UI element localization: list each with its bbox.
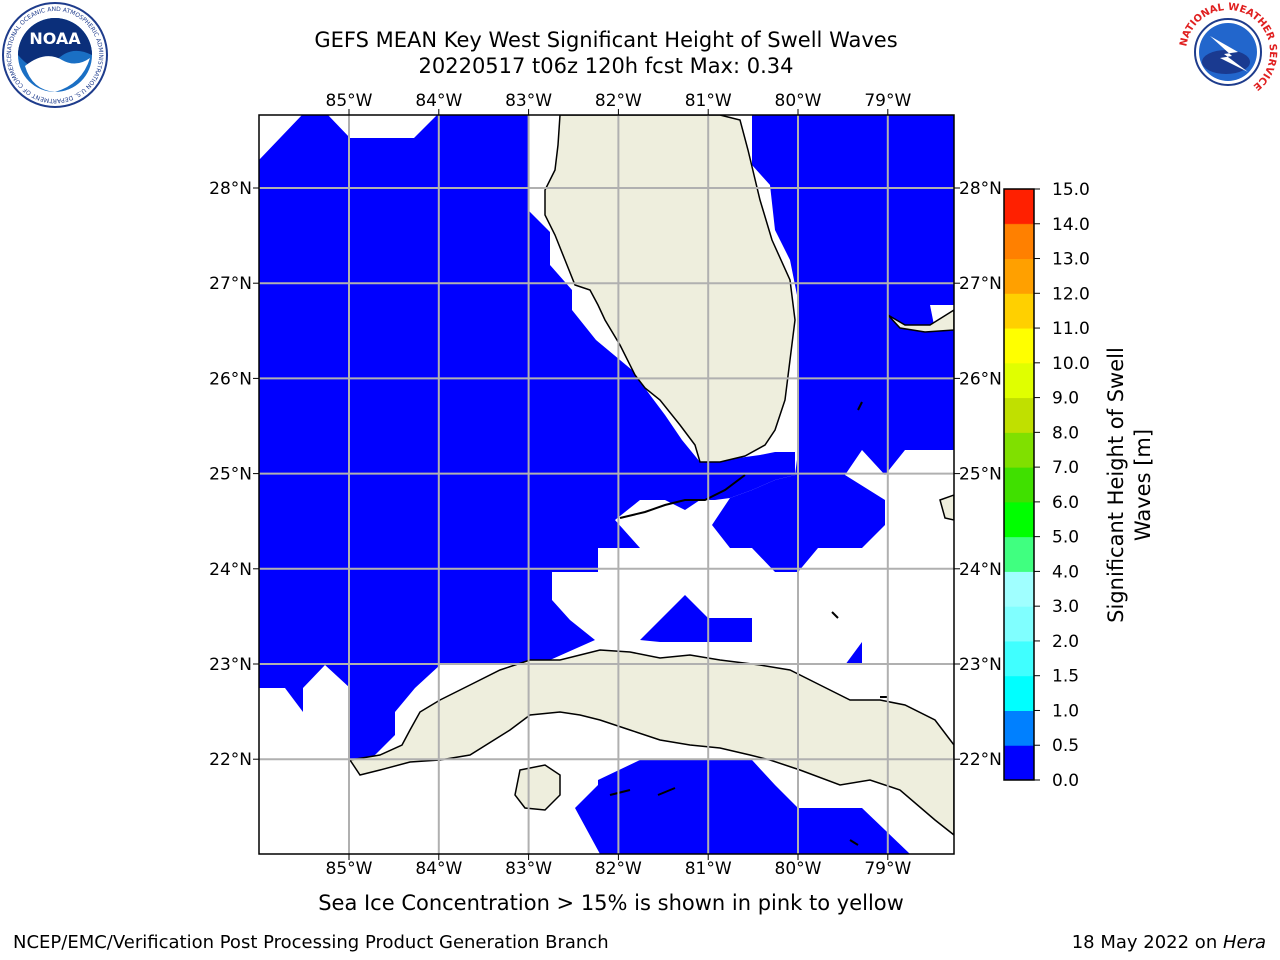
lon-label-top: 85°W bbox=[326, 91, 373, 111]
land bbox=[348, 115, 954, 836]
isle-of-youth bbox=[514, 764, 561, 811]
lon-label-bottom: 80°W bbox=[775, 859, 822, 879]
colorbar-tick-label: 7.0 bbox=[1052, 458, 1079, 478]
map-area bbox=[259, 115, 954, 854]
colorbar-segment bbox=[1004, 710, 1034, 746]
colorbar-segment bbox=[1004, 223, 1034, 260]
colorbar-segment bbox=[1004, 675, 1034, 711]
colorbar-tick-label: 10.0 bbox=[1052, 354, 1090, 374]
colorbar-tick-label: 4.0 bbox=[1052, 562, 1079, 582]
colorbar-segment bbox=[1004, 571, 1034, 607]
colorbar-segment bbox=[1004, 467, 1034, 503]
colorbar-segment bbox=[1004, 328, 1034, 364]
colorbar-segment bbox=[1004, 536, 1034, 572]
colorbar-tick-label: 5.0 bbox=[1052, 528, 1079, 548]
wave-field bbox=[259, 115, 954, 854]
lat-label-right: 23°N bbox=[959, 655, 1002, 675]
lat-label-left: 24°N bbox=[209, 560, 252, 580]
wave-region-bahamas bbox=[845, 642, 862, 665]
colorbar-tick-label: 14.0 bbox=[1052, 215, 1090, 235]
nws-logo-icon: NATIONAL WEATHER SERVICE bbox=[1178, 2, 1278, 102]
lat-label-right: 26°N bbox=[959, 369, 1002, 389]
footer-date-text: 18 May 2022 on bbox=[1071, 932, 1223, 953]
axis-ticks bbox=[253, 109, 960, 860]
lat-label-left: 26°N bbox=[209, 369, 252, 389]
lon-label-bottom: 81°W bbox=[685, 859, 732, 879]
lon-label-bottom: 82°W bbox=[595, 859, 642, 879]
bahamas-grand-bahama bbox=[887, 309, 954, 333]
colorbar-segment bbox=[1004, 362, 1034, 399]
colorbar-segment bbox=[1004, 293, 1034, 329]
colorbar-segment bbox=[1004, 606, 1034, 642]
colorbar-tick-label: 1.0 bbox=[1052, 701, 1079, 721]
lat-label-right: 27°N bbox=[959, 274, 1002, 294]
colorbar-tick-label: 6.0 bbox=[1052, 493, 1079, 513]
lat-label-right: 24°N bbox=[959, 560, 1002, 580]
map-frame bbox=[258, 114, 955, 855]
lon-label-top: 82°W bbox=[595, 91, 642, 111]
lat-label-left: 27°N bbox=[209, 274, 252, 294]
lon-label-top: 81°W bbox=[685, 91, 732, 111]
colorbar-tick-label: 3.0 bbox=[1052, 597, 1079, 617]
lat-label-left: 22°N bbox=[209, 750, 252, 770]
colorbar-tick-label: 15.0 bbox=[1052, 180, 1090, 200]
wave-region-gulf bbox=[259, 115, 795, 760]
colorbar-label-line2: Waves [m] bbox=[1131, 429, 1155, 541]
footer-credit: NCEP/EMC/Verification Post Processing Pr… bbox=[13, 932, 609, 953]
noaa-logo-icon: NATIONAL OCEANIC AND ATMOSPHERIC ADMINIS… bbox=[2, 2, 108, 108]
colorbar-tick-label: 12.0 bbox=[1052, 284, 1090, 304]
colorbar-segment bbox=[1004, 640, 1034, 677]
colorbar-frame bbox=[1003, 188, 1035, 781]
colorbar-tick-label: 11.0 bbox=[1052, 319, 1090, 339]
colorbar-tick-label: 8.0 bbox=[1052, 423, 1079, 443]
chart-title: GEFS MEAN Key West Significant Height of… bbox=[314, 28, 898, 52]
colorbar-segment bbox=[1004, 501, 1034, 538]
lon-label-bottom: 85°W bbox=[326, 859, 373, 879]
sea-ice-note: Sea Ice Concentration > 15% is shown in … bbox=[318, 891, 904, 915]
axis-labels: 85°W 85°W 84°W 84°W 83°W 83°W 82°W 82°W 81°W 81°W… bbox=[209, 91, 1002, 879]
footer-date: 18 May 2022 on Hera bbox=[1072, 932, 1266, 953]
lat-label-left: 28°N bbox=[209, 179, 252, 199]
colorbar-tick-label: 13.0 bbox=[1052, 250, 1090, 270]
graticule bbox=[259, 115, 954, 854]
florida-peninsula bbox=[544, 115, 796, 463]
chart-subtitle: 20220517 t06z 120h fcst Max: 0.34 bbox=[418, 54, 794, 78]
colorbar-tick-label: 9.0 bbox=[1052, 389, 1079, 409]
lon-label-bottom: 83°W bbox=[505, 859, 552, 879]
lon-label-top: 84°W bbox=[415, 91, 462, 111]
wave-region-caribbean bbox=[575, 760, 910, 854]
colorbar-tick-labels: 0.0 0.5 1.0 1.5 2.0 3.0 4.0 5.0 6.0 7.0 8.0 9.0 10.0… bbox=[1052, 180, 1090, 791]
lat-label-right: 25°N bbox=[959, 465, 1002, 485]
lon-label-top: 79°W bbox=[864, 91, 911, 111]
wave-region-straits bbox=[640, 595, 752, 642]
colorbar-segment bbox=[1004, 745, 1034, 781]
lon-label-top: 80°W bbox=[775, 91, 822, 111]
colorbar-segment bbox=[1004, 189, 1034, 224]
colorbar-tick-label: 0.5 bbox=[1052, 736, 1079, 756]
colorbar-segment bbox=[1004, 397, 1034, 433]
colorbar-segment bbox=[1004, 432, 1034, 468]
lon-label-bottom: 84°W bbox=[415, 859, 462, 879]
colorbar-tick-label: 0.0 bbox=[1052, 771, 1079, 791]
colorbar-segment bbox=[1004, 258, 1034, 294]
colorbar bbox=[1003, 188, 1040, 781]
lat-label-right: 28°N bbox=[959, 179, 1002, 199]
wave-region-atlantic bbox=[712, 115, 954, 572]
lat-label-right: 22°N bbox=[959, 750, 1002, 770]
svg-text:NOAA: NOAA bbox=[29, 29, 81, 48]
lat-label-left: 23°N bbox=[209, 655, 252, 675]
footer-host: Hera bbox=[1222, 932, 1266, 953]
lon-label-bottom: 79°W bbox=[864, 859, 911, 879]
keys bbox=[609, 401, 888, 846]
lon-label-top: 83°W bbox=[505, 91, 552, 111]
colorbar-label-line1: Significant Height of Swell bbox=[1104, 347, 1128, 623]
lat-label-left: 25°N bbox=[209, 465, 252, 485]
colorbar-tick-label: 1.5 bbox=[1052, 667, 1079, 687]
colorbar-tick-label: 2.0 bbox=[1052, 632, 1079, 652]
bahamas-andros bbox=[939, 494, 954, 521]
